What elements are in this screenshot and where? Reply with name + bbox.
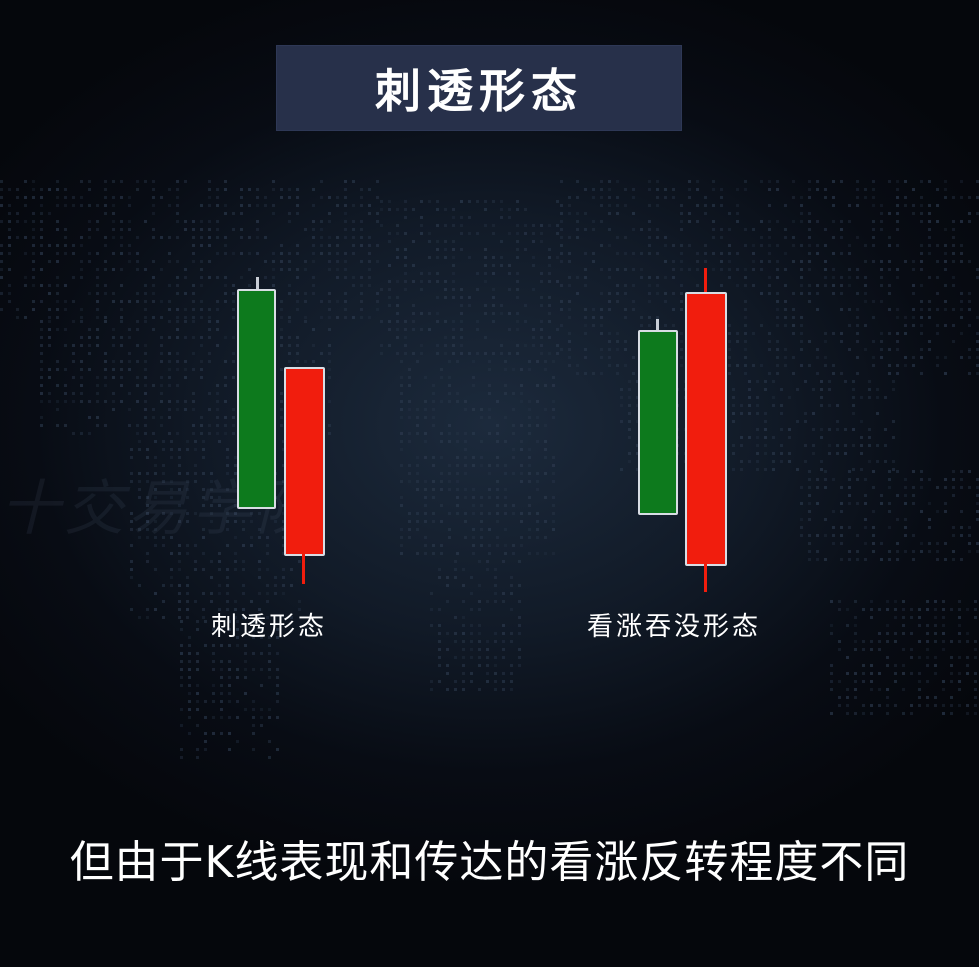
candle-3-upper-wick [656, 319, 659, 333]
title-banner: 刺透形态 [276, 45, 682, 131]
pattern-label: 刺透形态 [211, 612, 328, 642]
candle-2-body-red [284, 367, 325, 556]
candle-1-upper-wick [256, 277, 259, 291]
pattern-label: 看涨吞没形态 [587, 612, 762, 642]
candle-1-body-green [237, 289, 276, 509]
candle-4-lower-wick [704, 564, 707, 592]
candle-3-body-green [638, 330, 678, 515]
subtitle-caption: 但由于K线表现和传达的看涨反转程度不同 [69, 837, 910, 888]
candle-4-upper-wick [704, 268, 707, 294]
candle-4-body-red [685, 292, 727, 566]
candle-2-lower-wick [302, 554, 305, 584]
page-title: 刺透形态 [375, 64, 583, 118]
